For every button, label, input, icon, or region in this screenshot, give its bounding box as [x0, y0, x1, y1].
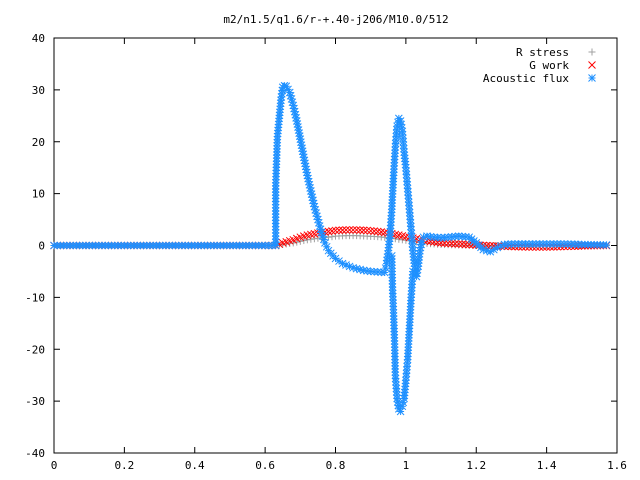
data-point	[345, 226, 354, 234]
data-point	[284, 85, 292, 94]
data-point	[380, 268, 389, 277]
x-tick-label: 0	[51, 459, 58, 472]
data-point	[338, 226, 347, 234]
data-point	[440, 239, 449, 247]
series-acoustic-flux	[50, 81, 611, 416]
data-marks	[50, 81, 611, 416]
x-tick-label: 1.4	[537, 459, 557, 472]
legend-label: Acoustic flux	[483, 72, 569, 85]
data-point	[306, 184, 315, 192]
data-point	[370, 227, 379, 236]
data-point	[454, 232, 463, 241]
data-point	[328, 233, 336, 241]
data-point	[261, 241, 269, 250]
data-point	[359, 226, 368, 235]
x-tick-label: 1	[403, 459, 410, 472]
data-point	[447, 233, 456, 241]
data-point	[409, 267, 417, 276]
data-point	[349, 226, 357, 234]
y-tick-label: 10	[32, 188, 45, 201]
y-tick-label: 20	[32, 136, 45, 149]
data-point	[279, 240, 287, 248]
data-point	[518, 240, 526, 248]
data-point	[451, 232, 459, 241]
legend-label: R stress	[516, 46, 569, 59]
data-point	[370, 267, 379, 276]
data-point	[447, 239, 456, 248]
data-point	[399, 398, 408, 407]
data-point	[461, 233, 470, 241]
chart-title: m2/n1.5/q1.6/r-+.40-j206/M10.0/512	[223, 13, 448, 26]
x-tick-label: 0.8	[326, 459, 346, 472]
data-point	[335, 226, 343, 235]
data-point	[396, 407, 405, 416]
data-point	[322, 242, 331, 251]
x-tick-label: 1.6	[607, 459, 627, 472]
data-point	[602, 241, 611, 249]
x-axis-ticks: 0 0.2 0.4 0.6 0.8 1 1.2 1.4 1.6	[51, 38, 627, 472]
legend-marker	[588, 74, 596, 82]
legend-marker	[588, 48, 596, 56]
data-point	[363, 226, 372, 235]
x-tick-label: 0.6	[255, 459, 275, 472]
data-point	[366, 226, 375, 235]
data-point	[458, 240, 467, 249]
data-point	[321, 239, 329, 247]
data-point	[532, 240, 540, 248]
data-point	[500, 240, 509, 249]
x-tick-label: 0.4	[185, 459, 205, 472]
data-point	[342, 226, 350, 234]
data-point	[454, 240, 463, 248]
data-point	[549, 240, 558, 248]
y-tick-label: -30	[25, 395, 45, 408]
data-point	[451, 239, 459, 248]
data-point	[331, 226, 340, 235]
y-tick-label: -40	[25, 447, 45, 460]
data-point	[356, 226, 364, 234]
legend-marker	[588, 61, 596, 69]
data-point	[444, 239, 452, 248]
data-point	[458, 232, 467, 241]
y-tick-label: -20	[25, 343, 45, 356]
data-point	[486, 247, 495, 256]
data-point	[511, 240, 519, 248]
data-point	[293, 238, 301, 246]
legend-label: G work	[529, 59, 569, 72]
y-tick-label: -10	[25, 291, 45, 304]
y-axis-ticks: 40 30 20 10 0 -10 -20 -30 -40	[25, 32, 617, 460]
y-tick-label: 0	[38, 240, 45, 253]
x-tick-label: 0.2	[114, 459, 134, 472]
y-tick-label: 40	[32, 32, 45, 45]
data-point	[352, 226, 361, 234]
y-tick-label: 30	[32, 84, 45, 97]
data-point	[289, 239, 297, 247]
data-point	[298, 144, 306, 153]
x-tick-label: 1.2	[466, 459, 486, 472]
data-point	[507, 240, 516, 248]
